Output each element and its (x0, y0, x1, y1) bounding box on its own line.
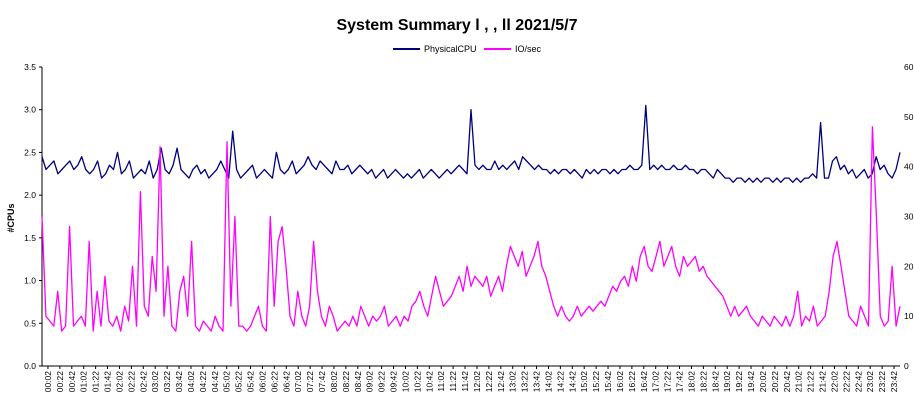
x-tick-label: 05:42 (246, 371, 256, 393)
x-tick-label: 20:02 (758, 371, 768, 393)
x-tick-label: 02:42 (138, 371, 148, 393)
x-tick-label: 18:02 (686, 371, 696, 393)
y-tick-label: 3.5 (24, 62, 36, 72)
x-tick-label: 19:22 (734, 371, 744, 393)
x-tick-label: 14:22 (555, 371, 565, 393)
x-tick-label: 21:22 (806, 371, 816, 393)
y-tick-label: 0.0 (24, 361, 36, 371)
y2-tick-label: 50 (904, 112, 914, 122)
x-tick-label: 09:22 (377, 371, 387, 393)
x-tick-label: 22:42 (853, 371, 863, 393)
x-tick-label: 11:42 (460, 371, 470, 392)
x-tick-label: 02:02 (114, 371, 124, 393)
x-tick-label: 17:42 (675, 371, 685, 393)
x-tick-label: 04:02 (186, 371, 196, 393)
x-tick-label: 13:02 (508, 371, 518, 393)
x-tick-label: 12:22 (484, 371, 494, 393)
y-tick-label: 0.5 (24, 318, 36, 328)
x-tick-label: 19:02 (722, 371, 732, 393)
series-line-physicalcpu (41, 104, 901, 183)
x-tick-label: 07:22 (305, 371, 315, 393)
x-tick-label: 03:22 (162, 371, 172, 393)
legend-label-physicalcpu: PhysicalCPU (424, 44, 477, 54)
x-tick-label: 22:02 (829, 371, 839, 393)
x-tick-label: 00:22 (55, 371, 65, 393)
x-tick-label: 01:02 (79, 371, 89, 393)
x-tick-label: 06:22 (269, 371, 279, 393)
x-tick-label: 16:42 (639, 371, 649, 393)
x-tick-label: 03:02 (150, 371, 160, 393)
y-tick-label: 3.0 (24, 105, 36, 115)
x-tick-label: 20:42 (782, 371, 792, 393)
x-tick-label: 15:22 (591, 371, 601, 393)
y-tick-label: 1.5 (24, 233, 36, 243)
x-tick-label: 07:02 (293, 371, 303, 393)
x-tick-label: 06:42 (281, 371, 291, 393)
y-tick-label: 2.5 (24, 147, 36, 157)
x-tick-label: 18:42 (710, 371, 720, 393)
x-tick-label: 12:42 (496, 371, 506, 393)
x-tick-label: 08:02 (329, 371, 339, 393)
x-tick-label: 13:22 (520, 371, 530, 393)
x-tick-label: 22:22 (841, 371, 851, 393)
x-tick-label: 10:02 (400, 371, 410, 393)
x-tick-label: 11:02 (436, 371, 446, 392)
x-tick-label: 06:02 (257, 371, 267, 393)
x-tick-label: 16:22 (627, 371, 637, 393)
y2-tick-label: 30 (904, 212, 914, 222)
x-tick-label: 19:42 (746, 371, 756, 393)
x-tick-label: 10:22 (412, 371, 422, 393)
x-tick-label: 04:22 (198, 371, 208, 393)
x-tick-label: 23:02 (865, 371, 875, 393)
x-tick-label: 01:42 (103, 371, 113, 393)
x-tick-label: 09:02 (365, 371, 375, 393)
x-tick-label: 07:42 (317, 371, 327, 393)
y2-tick-label: 60 (904, 62, 914, 72)
x-tick-label: 09:42 (389, 371, 399, 393)
chart-title: System Summary l , , ll 2021/5/7 (336, 17, 577, 34)
x-tick-label: 18:22 (698, 371, 708, 393)
axes: 0.0 0.5 1.0 1.5 2.0 2.5 3.0 3.5 0 10 20 30 40 50 60 00:… (24, 62, 914, 392)
x-tick-label: 17:22 (663, 371, 673, 393)
x-tick-label: 04:42 (210, 371, 220, 393)
x-tick-label: 10:42 (424, 371, 434, 393)
y-tick-label: 2.0 (24, 190, 36, 200)
x-tick-label: 14:02 (543, 371, 553, 393)
x-tick-label: 21:42 (818, 371, 828, 393)
x-tick-label: 11:22 (448, 371, 458, 392)
legend: PhysicalCPU IO/sec (393, 44, 542, 54)
x-tick-label: 13:42 (532, 371, 542, 393)
x-tick-label: 16:02 (615, 371, 625, 393)
y2-tick-label: 0 (904, 361, 909, 371)
x-tick-label: 20:22 (770, 371, 780, 393)
x-tick-label: 15:02 (579, 371, 589, 393)
x-tick-label: 05:02 (222, 371, 232, 393)
series-line-iosec (41, 126, 901, 332)
x-tick-label: 17:02 (651, 371, 661, 393)
x-tick-label: 23:22 (877, 371, 887, 393)
x-tick-label: 08:22 (341, 371, 351, 393)
x-tick-label: 01:22 (91, 371, 101, 393)
x-tick-label: 14:42 (567, 371, 577, 393)
x-tick-label: 05:22 (234, 371, 244, 393)
x-tick-label: 02:22 (126, 371, 136, 393)
series-layer (41, 104, 901, 332)
legend-label-iosec: IO/sec (515, 44, 542, 54)
x-tick-label: 00:02 (43, 371, 53, 393)
x-tick-label: 12:02 (472, 371, 482, 393)
x-tick-label: 08:42 (353, 371, 363, 393)
y2-tick-label: 10 (904, 311, 914, 321)
y-axis-title: #CPUs (6, 203, 16, 232)
x-tick-label: 21:02 (794, 371, 804, 393)
x-tick-label: 15:42 (603, 371, 613, 393)
x-tick-label: 03:42 (174, 371, 184, 393)
y2-tick-label: 40 (904, 162, 914, 172)
y2-tick-label: 20 (904, 261, 914, 271)
y-tick-label: 1.0 (24, 276, 36, 286)
x-tick-label: 00:42 (67, 371, 77, 393)
x-tick-label: 23:42 (889, 371, 899, 393)
